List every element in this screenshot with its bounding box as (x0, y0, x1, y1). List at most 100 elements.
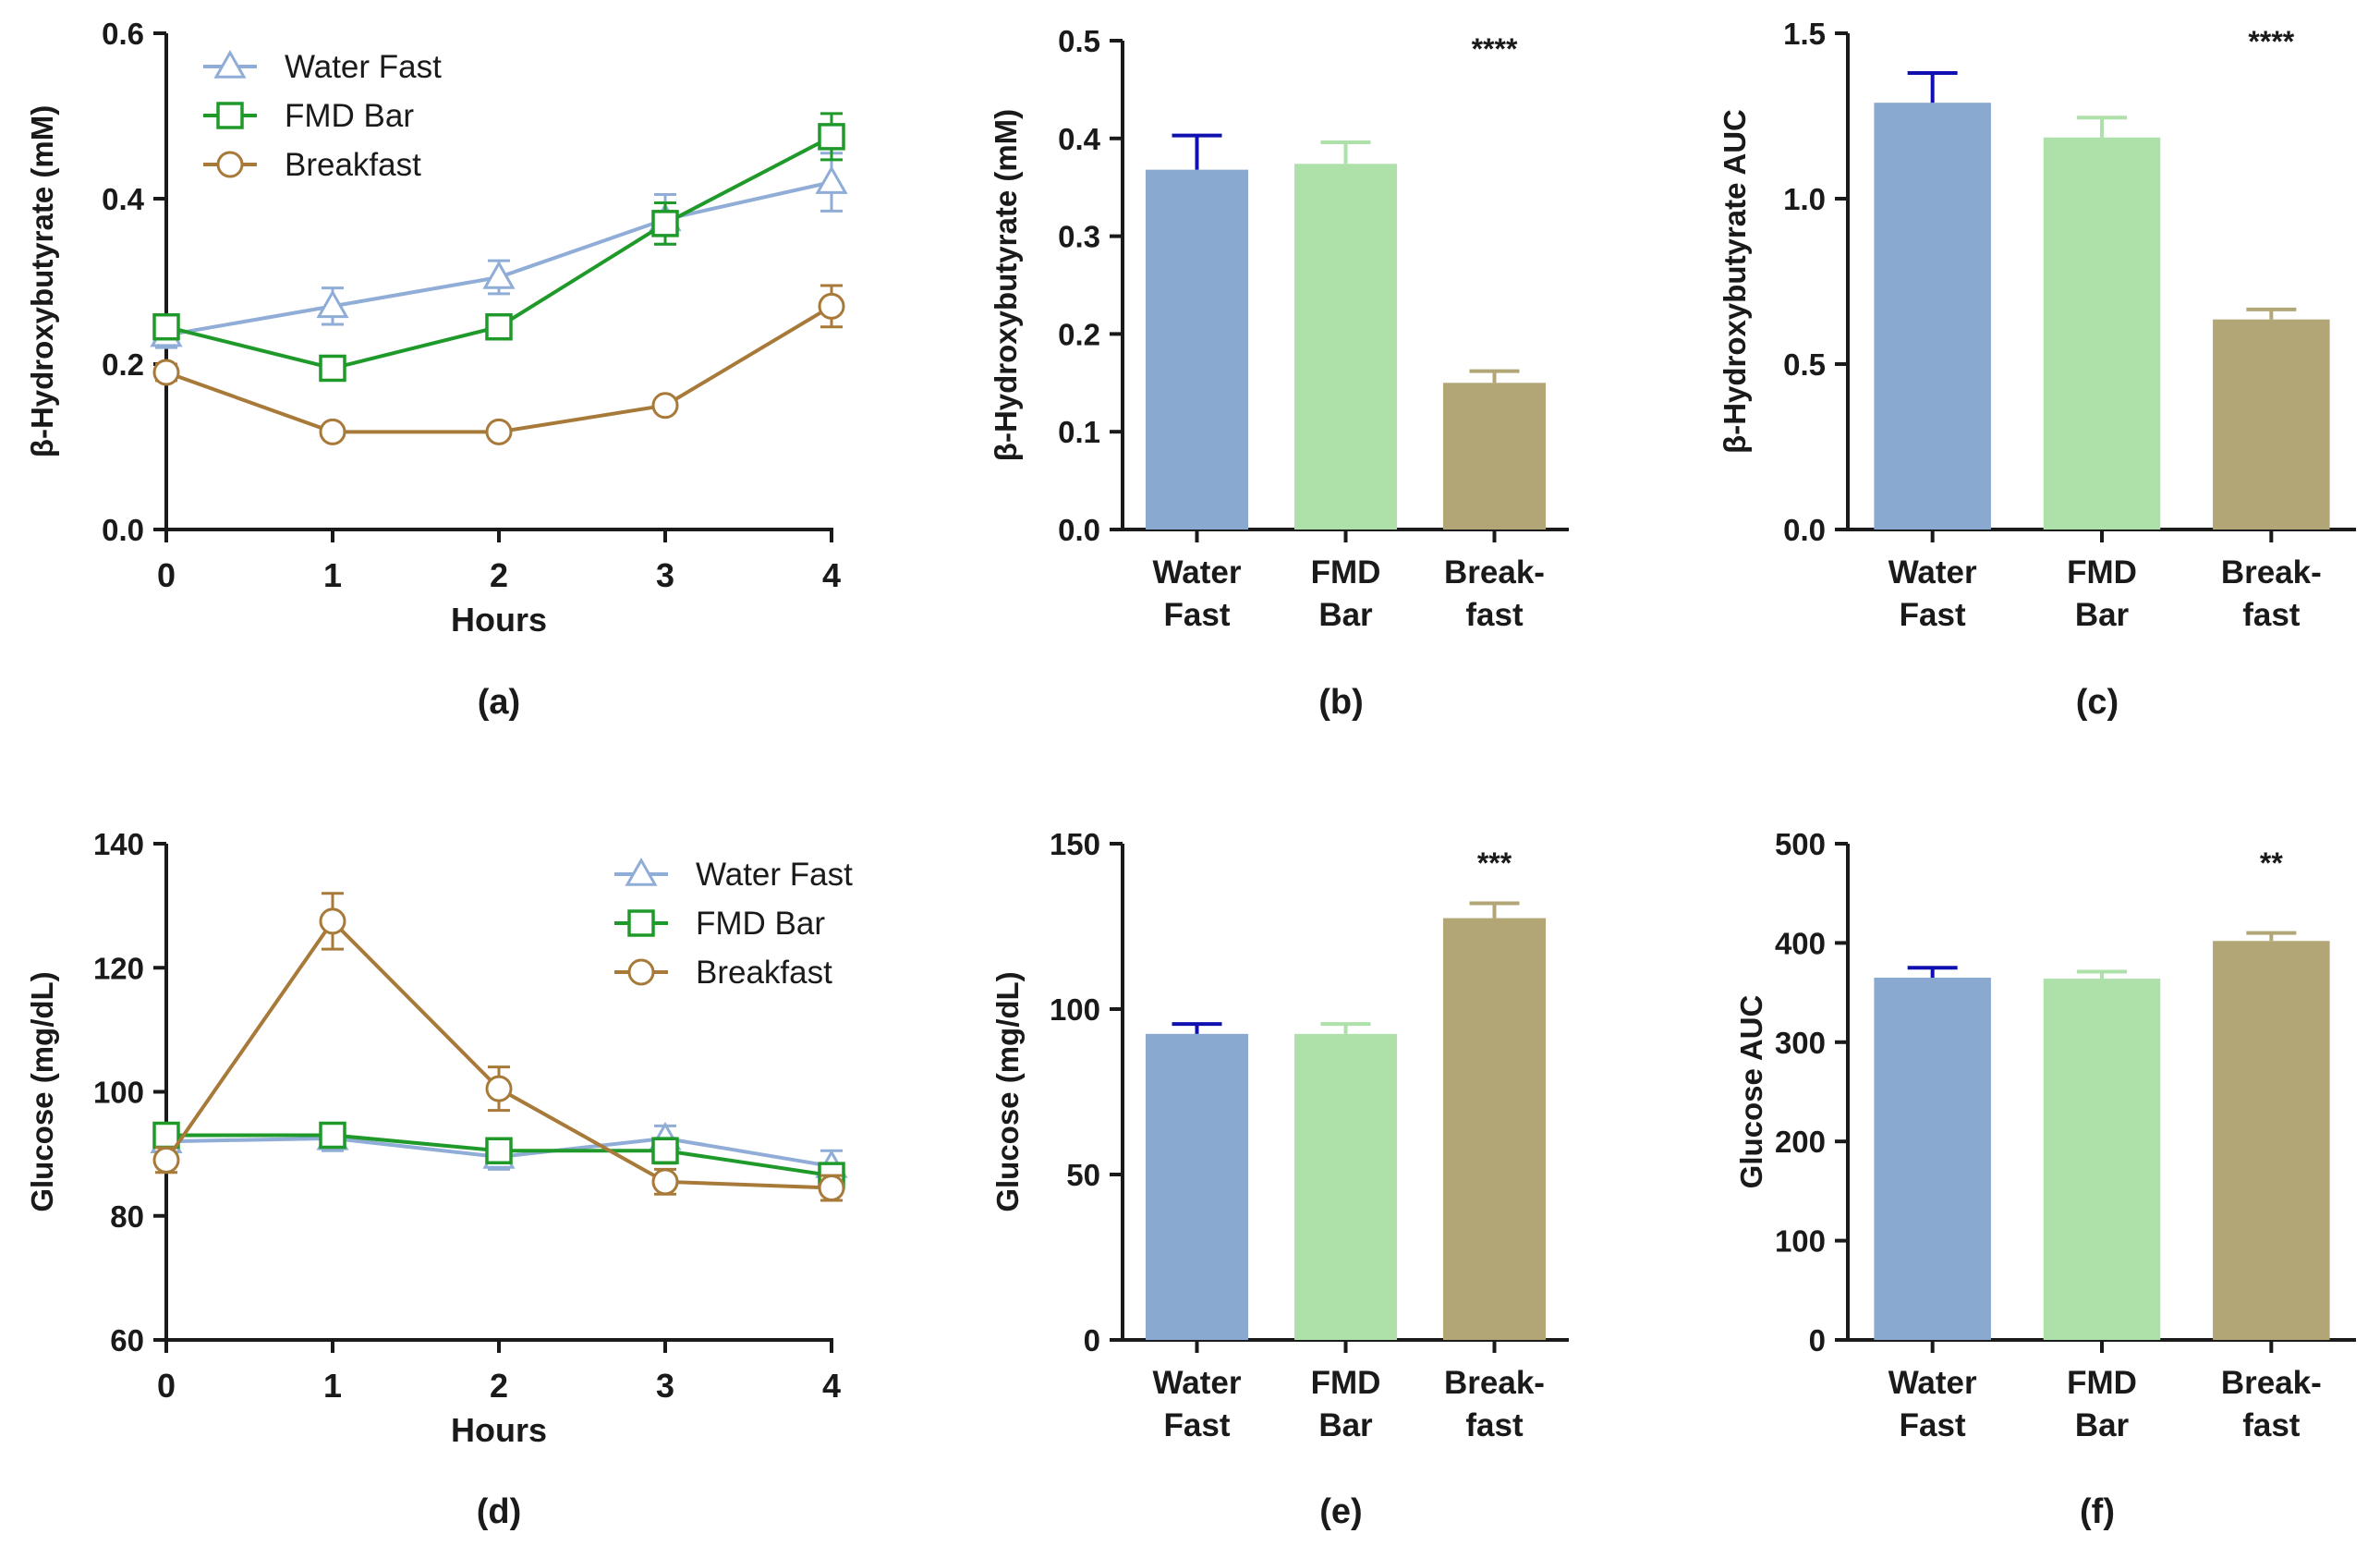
x-tick-label: 4 (822, 1367, 841, 1405)
panel-label: (b) (1318, 683, 1364, 722)
y-tick-label: 150 (1050, 827, 1100, 861)
series-line (165, 180, 832, 337)
x-category-label: FMD (2067, 554, 2137, 590)
data-point (818, 292, 845, 320)
x-category-label: Bar (2075, 597, 2130, 633)
panel-label: (e) (1319, 1492, 1362, 1531)
y-tick-label: 0.6 (102, 17, 144, 51)
y-tick-label: 100 (1050, 992, 1100, 1027)
data-point (319, 354, 346, 383)
data-point (316, 289, 349, 319)
x-category-label: Water (1153, 1365, 1242, 1401)
y-tick-label: 50 (1066, 1158, 1100, 1192)
data-point (651, 1137, 679, 1165)
data-point (485, 1075, 513, 1102)
x-category-label: Bar (1318, 597, 1373, 633)
x-tick-label: 2 (490, 556, 508, 594)
x-category-label: FMD (1311, 1365, 1381, 1401)
y-tick-label: 0 (1084, 1323, 1100, 1357)
significance-label: **** (1472, 32, 1518, 66)
x-category-label: Water (1888, 554, 1977, 590)
legend: Water Fast FMD Bar Breakfast (614, 857, 853, 991)
legend-label: Water Fast (696, 857, 853, 893)
data-point (482, 261, 516, 289)
chart-panel-a: 0.0 0.2 0.4 0.6 β-Hydroxybutyrate (mM) 0 1 2 3 4 H… (25, 17, 848, 722)
x-tick-label: 3 (656, 1367, 674, 1405)
y-tick-label: 100 (93, 1076, 144, 1110)
y-tick-label: 500 (1775, 827, 1826, 861)
x-tick-label: 0 (157, 1367, 176, 1405)
x-tick-label: 0 (157, 556, 176, 594)
data-point (651, 210, 679, 237)
y-tick-label: 80 (110, 1199, 144, 1234)
y-axis-label: Glucose (mg/dL) (25, 971, 59, 1211)
y-tick-label: 0.0 (1783, 513, 1826, 547)
x-category-label: Bar (2075, 1407, 2130, 1443)
y-tick-label: 0 (1809, 1323, 1826, 1357)
bar (1442, 918, 1547, 1340)
y-tick-label: 300 (1775, 1026, 1826, 1060)
significance-label: ** (2260, 846, 2283, 880)
data-point (485, 312, 513, 341)
legend: Water Fast FMD Bar Breakfast (203, 49, 442, 183)
y-axis-label: Glucose AUC (1734, 995, 1768, 1189)
data-point (485, 1137, 513, 1165)
x-category-label: Water (1888, 1365, 1977, 1401)
legend-marker (627, 909, 655, 937)
x-tick-label: 3 (656, 556, 674, 594)
x-axis-label: Hours (451, 1411, 547, 1449)
data-point (651, 1168, 679, 1196)
data-point (485, 418, 513, 445)
panel-label: (a) (478, 683, 520, 722)
chart-panel-b: 0.0 0.1 0.2 0.3 0.4 0.5 β-Hydroxybutyrate (mM)… (989, 24, 1569, 722)
x-category-label: Break- (1444, 554, 1545, 590)
panel-label: (d) (477, 1492, 522, 1531)
y-tick-label: 0.2 (102, 347, 144, 382)
chart-panel-f: 0 100 200 300 400 500 Glucose AUC Water Fast FMD B… (1734, 827, 2356, 1531)
legend-marker (216, 102, 244, 129)
data-point (818, 1175, 845, 1202)
data-point (152, 312, 180, 341)
y-tick-label: 1.0 (1783, 182, 1826, 216)
y-axis-label: Glucose (mg/dL) (990, 971, 1025, 1211)
bar (1874, 977, 1991, 1340)
y-tick-label: 0.5 (1058, 24, 1100, 58)
data-point (815, 165, 848, 194)
y-tick-label: 120 (93, 951, 144, 985)
data-point (319, 418, 346, 445)
y-tick-label: 140 (93, 827, 144, 861)
y-tick-label: 0.1 (1058, 415, 1100, 449)
panel-label: (f) (2080, 1492, 2115, 1531)
x-category-label: Bar (1318, 1407, 1373, 1443)
data-point (152, 1121, 180, 1150)
legend-marker (216, 151, 244, 178)
x-category-label: fast (2242, 1407, 2301, 1443)
bar (2043, 137, 2161, 529)
y-tick-label: 0.4 (102, 182, 145, 216)
panel-label: (c) (2076, 683, 2119, 722)
x-tick-label: 2 (490, 1367, 508, 1405)
chart-panel-d: 60 80 100 120 140 Glucose (mg/dL) 0 1 2 3 4 Hours Wa… (25, 827, 853, 1531)
x-category-label: fast (1465, 597, 1524, 633)
bar (2043, 979, 2161, 1340)
data-point (319, 1121, 346, 1150)
data-point (319, 907, 346, 935)
y-tick-label: 0.3 (1058, 220, 1100, 254)
x-category-label: Fast (1164, 597, 1231, 633)
bar (1293, 1033, 1398, 1340)
significance-label: *** (1477, 846, 1512, 880)
y-axis-label: β-Hydroxybutyrate AUC (1718, 109, 1752, 454)
legend-marker (627, 958, 655, 986)
x-category-label: Break- (2221, 554, 2322, 590)
y-tick-label: 100 (1775, 1224, 1826, 1259)
series-breakfast (152, 892, 845, 1202)
x-category-label: Break- (2221, 1365, 2322, 1401)
x-category-label: Fast (1900, 1407, 1966, 1443)
y-tick-label: 0.0 (102, 513, 144, 547)
data-point (152, 1146, 180, 1174)
x-category-label: fast (1465, 1407, 1524, 1443)
series-fmd-bar (152, 1121, 845, 1189)
bar (1145, 169, 1249, 529)
x-category-label: Water (1153, 554, 1242, 590)
y-tick-label: 0.4 (1058, 122, 1101, 156)
